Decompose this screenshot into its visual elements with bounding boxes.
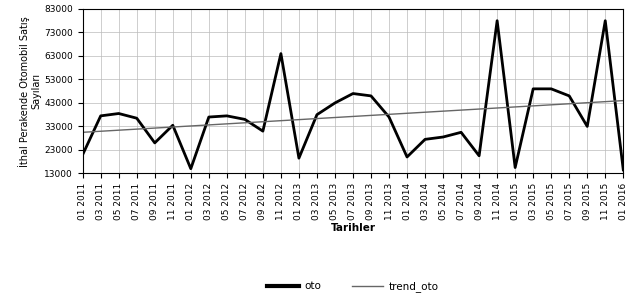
oto bbox=[205, 115, 212, 119]
trend_oto bbox=[421, 110, 429, 114]
oto bbox=[295, 156, 303, 160]
Y-axis label: İthal Perakende Otomobil Satış
Sayıları: İthal Perakende Otomobil Satış Sayıları bbox=[18, 16, 41, 167]
oto bbox=[133, 116, 141, 120]
trend_oto bbox=[187, 124, 195, 128]
trend_oto bbox=[385, 112, 393, 116]
oto bbox=[223, 114, 231, 118]
trend_oto bbox=[439, 109, 447, 113]
trend_oto bbox=[331, 116, 339, 119]
trend_oto bbox=[205, 123, 212, 127]
trend_oto bbox=[529, 104, 537, 108]
oto bbox=[331, 101, 339, 105]
oto bbox=[403, 155, 411, 159]
trend_oto bbox=[494, 106, 501, 110]
trend_oto bbox=[403, 112, 411, 115]
oto bbox=[475, 154, 483, 158]
trend_oto bbox=[295, 118, 303, 121]
oto bbox=[529, 87, 537, 91]
oto bbox=[583, 125, 591, 128]
oto bbox=[115, 112, 123, 115]
oto bbox=[169, 123, 177, 127]
oto bbox=[259, 129, 266, 133]
oto bbox=[79, 153, 86, 156]
trend_oto bbox=[241, 121, 249, 125]
oto bbox=[494, 19, 501, 22]
oto bbox=[241, 118, 249, 121]
trend_oto bbox=[169, 125, 177, 129]
oto bbox=[97, 114, 104, 118]
trend_oto bbox=[79, 131, 86, 134]
trend_oto bbox=[115, 128, 123, 132]
trend_oto bbox=[151, 126, 158, 130]
oto bbox=[385, 115, 393, 119]
oto bbox=[421, 138, 429, 141]
trend_oto bbox=[277, 119, 285, 123]
trend_oto bbox=[133, 127, 141, 131]
oto bbox=[457, 131, 465, 134]
oto bbox=[511, 166, 519, 169]
Line: trend_oto: trend_oto bbox=[83, 100, 623, 132]
oto bbox=[548, 87, 555, 91]
oto bbox=[349, 92, 357, 95]
trend_oto bbox=[548, 103, 555, 107]
oto bbox=[277, 52, 285, 55]
oto bbox=[565, 94, 573, 98]
trend_oto bbox=[313, 117, 321, 120]
oto bbox=[313, 113, 321, 117]
oto bbox=[367, 94, 375, 98]
Legend: oto, trend_oto: oto, trend_oto bbox=[263, 277, 443, 297]
trend_oto bbox=[583, 101, 591, 105]
oto bbox=[439, 135, 447, 139]
oto bbox=[619, 168, 627, 172]
X-axis label: Tarihler: Tarihler bbox=[331, 223, 375, 233]
Line: oto: oto bbox=[83, 21, 623, 170]
trend_oto bbox=[349, 115, 357, 118]
trend_oto bbox=[511, 105, 519, 109]
oto bbox=[187, 167, 195, 170]
trend_oto bbox=[223, 122, 231, 126]
oto bbox=[151, 141, 158, 145]
trend_oto bbox=[475, 107, 483, 111]
trend_oto bbox=[97, 129, 104, 133]
trend_oto bbox=[565, 102, 573, 106]
trend_oto bbox=[619, 99, 627, 102]
trend_oto bbox=[457, 108, 465, 112]
trend_oto bbox=[259, 120, 266, 123]
oto bbox=[602, 19, 609, 22]
trend_oto bbox=[602, 100, 609, 103]
trend_oto bbox=[367, 114, 375, 117]
